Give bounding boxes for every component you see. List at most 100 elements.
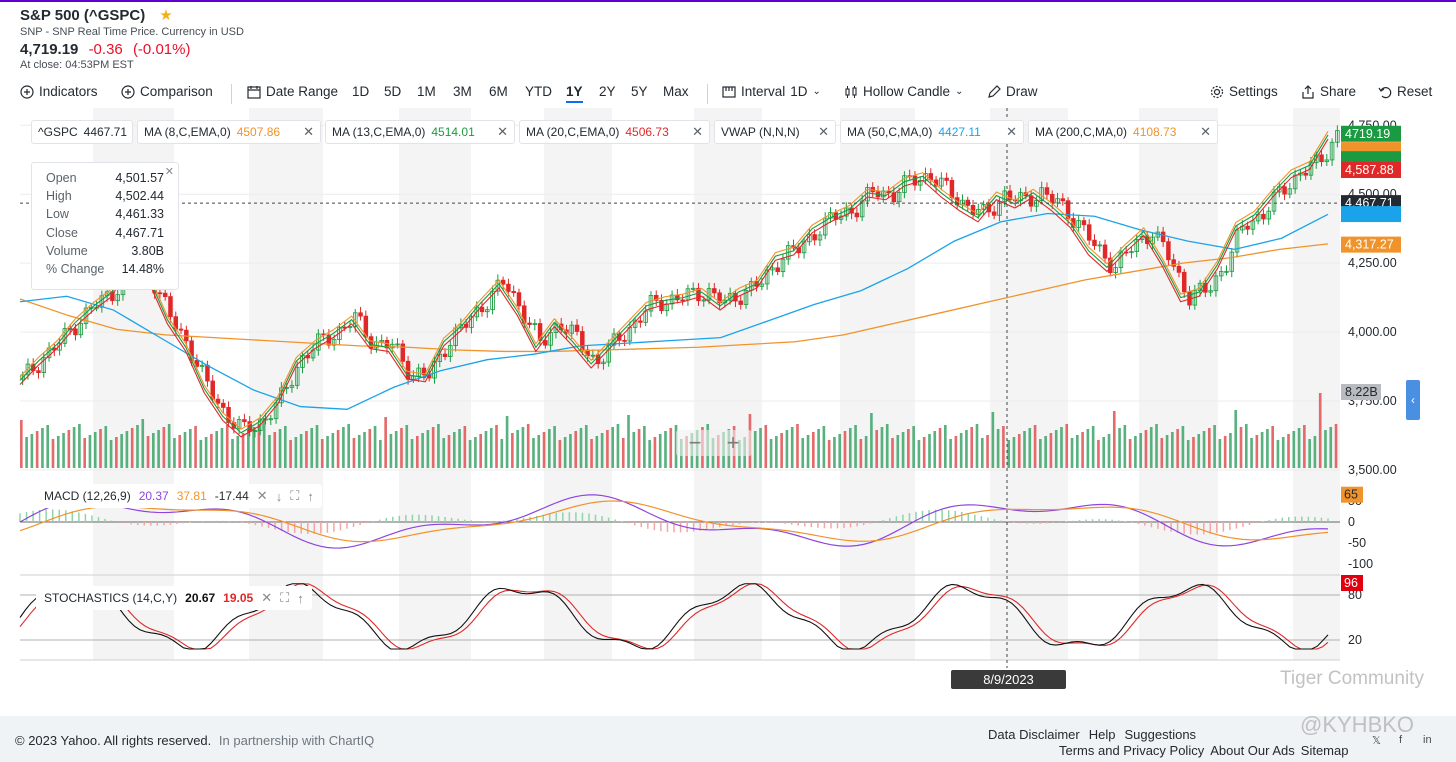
data-disclaimer-link[interactable]: Data Disclaimer — [988, 727, 1080, 742]
ma8-line — [19, 131, 1329, 430]
suggestions-link[interactable]: Suggestions — [1124, 727, 1197, 742]
month-band — [1293, 108, 1340, 660]
candle-body — [168, 296, 173, 318]
share-button[interactable]: Share — [1301, 84, 1356, 99]
chevron-left-icon[interactable]: ‹ — [1406, 380, 1420, 420]
candle-body — [511, 291, 516, 294]
facebook-icon[interactable]: f — [1399, 734, 1403, 746]
reset-button[interactable]: Reset — [1378, 84, 1432, 99]
legend-item[interactable]: MA (20,C,EMA,0) 4506.73 ✕ — [519, 120, 710, 144]
candle-body — [1303, 172, 1308, 176]
range-5y[interactable]: 5Y — [631, 84, 648, 99]
volume-label: Volume — [46, 243, 88, 258]
close-icon[interactable]: ✕ — [261, 590, 273, 605]
legend-item[interactable]: MA (50,C,MA,0) 4427.11 ✕ — [840, 120, 1024, 144]
legend-value: 4467.71 — [83, 125, 128, 139]
close-icon[interactable]: ✕ — [256, 488, 268, 503]
legend-item[interactable]: ^GSPC 4467.71 — [31, 120, 133, 144]
range-1y[interactable]: 1Y — [566, 84, 583, 103]
close-icon[interactable]: ✕ — [164, 166, 174, 178]
volume-bar — [83, 438, 86, 468]
volume-bar — [1192, 437, 1195, 468]
volume-bar — [584, 425, 588, 468]
candle-body — [284, 387, 289, 389]
comparison-button[interactable]: Comparison — [121, 84, 213, 99]
x-tick-label: Jun — [830, 666, 851, 668]
range-1m[interactable]: 1M — [417, 84, 436, 99]
volume-bar — [1023, 431, 1026, 468]
range-1d[interactable]: 1D — [352, 84, 370, 99]
volume-bar — [410, 439, 414, 468]
volume-bar — [648, 440, 651, 468]
range-6m[interactable]: 6M — [489, 84, 508, 99]
close-icon[interactable]: ✕ — [303, 124, 314, 139]
volume-bar — [944, 425, 947, 468]
legend-item[interactable]: VWAP (N,N,N) ✕ — [714, 120, 836, 144]
volume-bar — [146, 436, 150, 468]
range-max[interactable]: Max — [663, 84, 689, 99]
candle-body — [764, 269, 770, 285]
candle-body — [1261, 213, 1266, 220]
draw-button[interactable]: Draw — [987, 84, 1038, 99]
close-icon[interactable]: ✕ — [1006, 124, 1017, 139]
range-2y[interactable]: 2Y — [599, 84, 616, 99]
x-tick-label: Feb — [533, 666, 555, 668]
candle-body — [115, 294, 120, 302]
range-ytd[interactable]: YTD — [525, 84, 552, 99]
close-icon[interactable]: ✕ — [818, 124, 829, 139]
volume-bar — [511, 433, 514, 468]
chart-type-dropdown[interactable]: Hollow Candle ⌄ — [844, 84, 963, 99]
about-ads-link[interactable]: About Our Ads — [1210, 743, 1295, 758]
legend-item[interactable]: MA (13,C,EMA,0) 4514.01 ✕ — [325, 120, 515, 144]
help-link[interactable]: Help — [1088, 727, 1116, 742]
candle-body — [638, 320, 643, 323]
x-social-icon[interactable]: 𝕏 — [1372, 735, 1381, 747]
zoom-in-icon[interactable]: + — [726, 430, 740, 455]
volume-bar — [505, 416, 509, 468]
arrow-down-icon[interactable]: ↓ — [275, 488, 283, 504]
volume-bar — [590, 439, 593, 468]
volume-bar — [880, 427, 884, 468]
candle-body — [580, 331, 585, 351]
sitemap-link[interactable]: Sitemap — [1300, 743, 1349, 758]
arrow-up-icon[interactable]: ↑ — [297, 590, 304, 606]
arrow-up-icon[interactable]: ↑ — [307, 488, 314, 504]
interval-dropdown[interactable]: Interval 1D ⌄ — [722, 84, 821, 99]
candle-body — [1224, 270, 1229, 273]
watchlist-star-icon[interactable]: ★ — [159, 7, 173, 24]
y-tick-label: 4,250.00 — [1348, 256, 1397, 270]
expand-icon[interactable]: ⛶ — [290, 488, 300, 503]
zoom-out-icon[interactable]: − — [688, 430, 702, 455]
volume-bar — [1033, 425, 1037, 468]
linkedin-icon[interactable]: in — [1423, 734, 1432, 746]
date-range-button[interactable]: Date Range — [247, 84, 338, 99]
terms-link[interactable]: Terms and Privacy Policy — [1059, 743, 1205, 758]
price-chart[interactable]: 4,750.004,500.004,250.004,000.003,750.00… — [0, 108, 1456, 668]
volume-bar — [225, 425, 229, 468]
volume-bar — [796, 424, 799, 468]
candle-body — [917, 180, 923, 186]
range-3m[interactable]: 3M — [453, 84, 472, 99]
close-icon[interactable]: ✕ — [1200, 124, 1211, 139]
x-tick-label: Jul — [907, 666, 924, 668]
legend-item[interactable]: MA (8,C,EMA,0) 4507.86 ✕ — [137, 120, 321, 144]
indicators-button[interactable]: Indicators — [20, 84, 98, 99]
price-badge — [1341, 206, 1401, 223]
quote-title-row: S&P 500 (^GSPC) ★ — [20, 6, 244, 25]
volume-bar — [1060, 427, 1063, 468]
volume-bar — [1134, 436, 1137, 468]
expand-icon[interactable]: ⛶ — [280, 590, 290, 605]
candle-body — [891, 192, 897, 203]
range-5d[interactable]: 5D — [384, 84, 402, 99]
close-icon[interactable]: ✕ — [497, 124, 508, 139]
volume-bar — [458, 429, 461, 468]
settings-button[interactable]: Settings — [1210, 84, 1278, 99]
close-icon[interactable]: ✕ — [692, 124, 703, 139]
candle-body — [1134, 239, 1139, 252]
candle-body — [648, 294, 654, 312]
legend-item[interactable]: MA (200,C,MA,0) 4108.73 ✕ — [1028, 120, 1218, 144]
volume-bar — [162, 427, 166, 468]
candle-body — [1044, 187, 1050, 195]
volume-bar — [479, 434, 482, 468]
volume-bar — [352, 438, 356, 468]
